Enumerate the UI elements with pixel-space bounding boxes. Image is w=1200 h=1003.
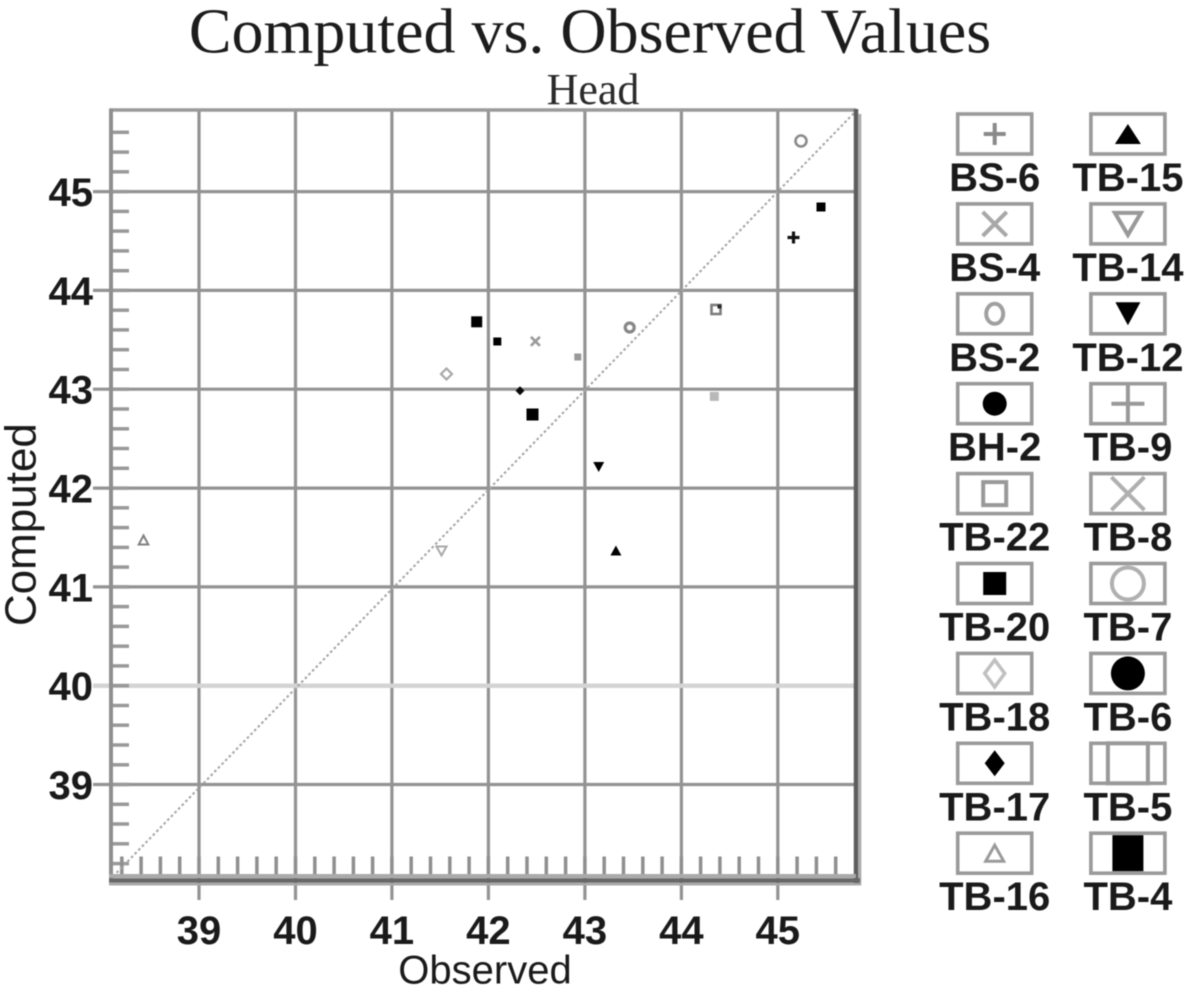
- svg-text:BS-4: BS-4: [949, 246, 1041, 290]
- svg-text:TB-17: TB-17: [939, 785, 1050, 829]
- svg-text:44: 44: [49, 270, 94, 314]
- svg-text:41: 41: [49, 566, 94, 610]
- svg-text:40: 40: [49, 665, 94, 709]
- svg-text:44: 44: [659, 909, 704, 953]
- svg-text:41: 41: [370, 909, 415, 953]
- svg-text:42: 42: [466, 909, 511, 953]
- svg-text:42: 42: [49, 468, 94, 512]
- svg-text:TB-6: TB-6: [1083, 695, 1172, 739]
- svg-text:TB-5: TB-5: [1083, 785, 1172, 829]
- svg-text:TB-8: TB-8: [1083, 516, 1172, 560]
- svg-text:45: 45: [49, 171, 94, 215]
- svg-text:43: 43: [49, 369, 94, 413]
- svg-text:TB-4: TB-4: [1083, 875, 1173, 919]
- svg-text:TB-15: TB-15: [1072, 156, 1183, 200]
- svg-text:BS-2: BS-2: [949, 336, 1040, 380]
- svg-text:Head: Head: [547, 65, 640, 114]
- svg-text:39: 39: [177, 909, 222, 953]
- svg-text:43: 43: [563, 909, 608, 953]
- svg-text:Observed: Observed: [398, 949, 571, 993]
- svg-text:TB-7: TB-7: [1083, 606, 1172, 650]
- svg-text:TB-12: TB-12: [1072, 336, 1183, 380]
- svg-text:Computed vs. Observed Values: Computed vs. Observed Values: [189, 0, 991, 67]
- svg-text:TB-18: TB-18: [939, 695, 1050, 739]
- svg-text:TB-14: TB-14: [1072, 246, 1184, 290]
- svg-text:TB-22: TB-22: [939, 516, 1050, 560]
- svg-text:BS-6: BS-6: [949, 156, 1040, 200]
- svg-text:39: 39: [49, 764, 94, 808]
- svg-text:TB-16: TB-16: [939, 875, 1050, 919]
- svg-text:Computed: Computed: [0, 423, 45, 626]
- svg-text:TB-20: TB-20: [939, 606, 1050, 650]
- svg-text:TB-9: TB-9: [1083, 426, 1172, 470]
- svg-text:45: 45: [756, 909, 801, 953]
- svg-text:BH-2: BH-2: [948, 426, 1041, 470]
- svg-text:40: 40: [273, 909, 318, 953]
